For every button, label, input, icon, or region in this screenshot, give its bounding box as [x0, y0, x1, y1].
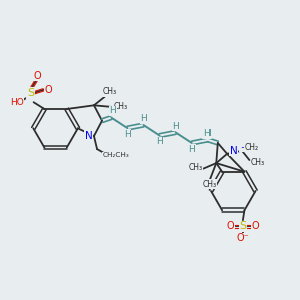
Text: H: H	[188, 145, 195, 154]
Text: CH₃: CH₃	[103, 88, 117, 97]
Text: H: H	[140, 114, 147, 123]
Text: O: O	[227, 221, 234, 231]
Text: CH₂CH₃: CH₂CH₃	[102, 152, 129, 158]
Text: CH₃: CH₃	[188, 163, 202, 172]
Text: O: O	[34, 71, 41, 81]
Text: H: H	[172, 122, 179, 131]
Text: H: H	[203, 129, 210, 138]
Text: CH₃: CH₃	[251, 158, 265, 167]
Text: HO: HO	[10, 98, 23, 107]
Text: H: H	[124, 130, 131, 139]
Text: O: O	[45, 85, 52, 95]
Text: S: S	[239, 221, 246, 231]
Text: H: H	[205, 129, 211, 138]
Text: CH₃: CH₃	[113, 102, 127, 111]
Text: N: N	[230, 146, 238, 156]
Text: O⁻: O⁻	[236, 233, 249, 243]
Text: H: H	[110, 106, 116, 115]
Text: O: O	[251, 221, 259, 231]
Text: +: +	[240, 142, 247, 152]
Text: CH₃: CH₃	[202, 180, 217, 189]
Text: S: S	[27, 88, 34, 98]
Text: H: H	[156, 137, 163, 146]
Text: N: N	[85, 131, 92, 141]
Text: CH₂: CH₂	[245, 142, 259, 152]
